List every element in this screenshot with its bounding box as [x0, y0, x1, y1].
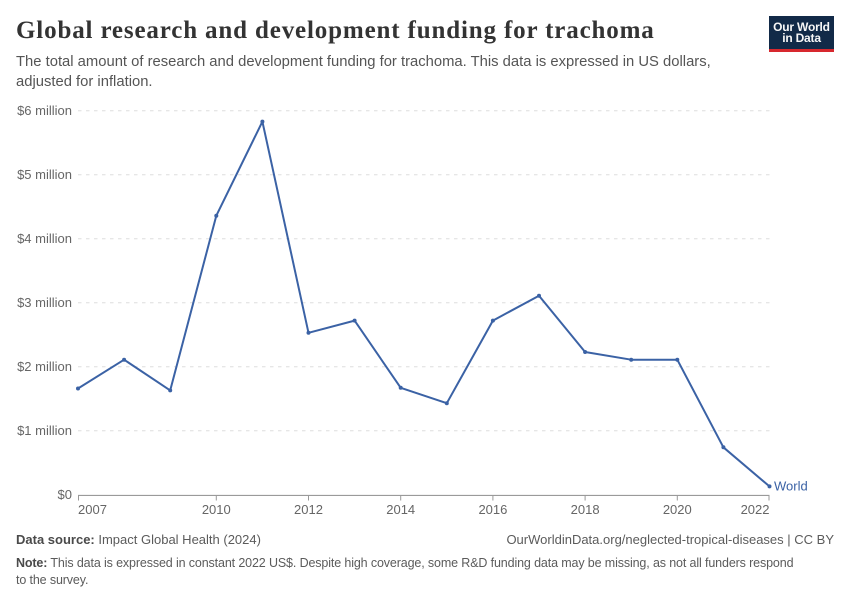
svg-text:$6 million: $6 million	[17, 103, 72, 118]
svg-text:2012: 2012	[294, 502, 323, 517]
svg-text:$2 million: $2 million	[17, 359, 72, 374]
svg-text:World: World	[774, 479, 808, 494]
svg-text:$0: $0	[58, 487, 72, 502]
svg-text:$1 million: $1 million	[17, 423, 72, 438]
svg-text:2018: 2018	[571, 502, 600, 517]
svg-text:$4 million: $4 million	[17, 231, 72, 246]
svg-text:2010: 2010	[202, 502, 231, 517]
svg-text:2016: 2016	[478, 502, 507, 517]
svg-text:$3 million: $3 million	[17, 295, 72, 310]
svg-text:2022: 2022	[741, 502, 770, 517]
svg-text:2020: 2020	[663, 502, 692, 517]
svg-text:2007: 2007	[78, 502, 107, 517]
svg-text:$5 million: $5 million	[17, 167, 72, 182]
svg-text:2014: 2014	[386, 502, 415, 517]
